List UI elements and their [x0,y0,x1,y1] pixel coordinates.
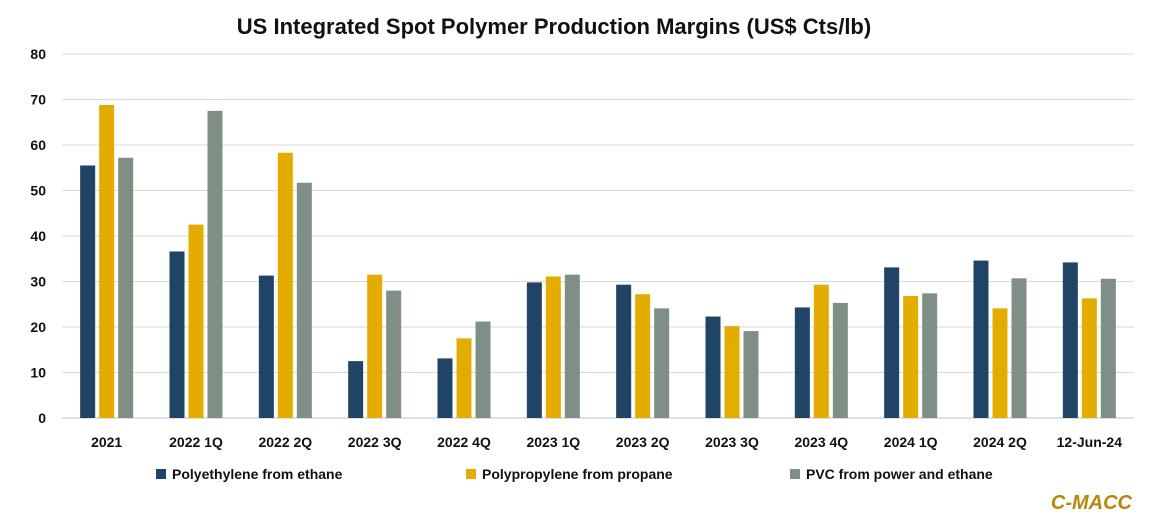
bar [1081,298,1097,418]
x-tick-label: 2021 [91,434,122,450]
bar [367,274,383,418]
bar [526,282,542,418]
bar [705,316,721,418]
y-tick-label: 20 [30,319,46,335]
bar [794,307,810,418]
bar [903,296,919,418]
bar [99,104,115,419]
y-tick-label: 60 [30,137,46,153]
legend-label-polypropylene: Polypropylene from propane [482,466,673,482]
x-tick-label: 2024 2Q [973,434,1027,450]
y-tick-label: 50 [30,183,46,199]
bar [635,294,651,418]
bar [922,293,938,418]
bar [545,276,561,418]
x-tick-label: 2024 1Q [884,434,938,450]
y-tick-label: 70 [30,92,46,108]
legend-swatch-pvc [790,469,800,479]
legend-label-pvc: PVC from power and ethane [806,466,993,482]
x-tick-label: 2023 4Q [794,434,848,450]
bar [207,110,223,418]
bar [884,267,900,418]
bar [475,321,491,418]
x-tick-label: 2022 4Q [437,434,491,450]
bar [258,275,274,418]
bar [188,224,204,418]
bar [386,290,402,418]
bar [832,302,848,418]
bar [724,326,740,418]
bar [813,284,829,418]
bar [277,152,293,419]
x-tick-label: 2022 3Q [348,434,402,450]
bar [169,251,185,418]
legend-item-pvc: PVC from power and ethane [790,466,993,482]
x-tick-label: 2023 2Q [616,434,670,450]
bar [456,338,472,418]
y-tick-label: 40 [30,228,46,244]
y-tick-label: 0 [38,410,46,426]
x-tick-label: 2023 1Q [526,434,580,450]
y-tick-label: 30 [30,274,46,290]
y-tick-label: 10 [30,365,46,381]
bar [80,165,96,418]
bar [973,260,989,418]
legend-label-polyethylene: Polyethylene from ethane [172,466,343,482]
bar [992,308,1008,418]
bar [118,157,134,419]
x-tick-label: 2022 1Q [169,434,223,450]
legend-item-polypropylene: Polypropylene from propane [466,466,673,482]
bar [1011,278,1027,418]
bar [348,361,364,418]
bar [1062,262,1078,418]
bar [616,284,632,418]
bar [564,274,580,418]
x-tick-label: 2023 3Q [705,434,759,450]
legend-item-polyethylene: Polyethylene from ethane [156,466,342,482]
legend-swatch-polyethylene [156,469,166,479]
x-tick-label: 2022 2Q [258,434,312,450]
chart-legend: Polyethylene from ethane Polypropylene f… [0,466,1162,486]
bar [654,308,670,418]
chart-title: US Integrated Spot Polymer Production Ma… [236,14,872,39]
x-tick-label: 12-Jun-24 [1057,434,1123,450]
source-mark: C-MACC [1050,492,1132,514]
bar [743,331,759,418]
legend-swatch-polypropylene [466,469,476,479]
bar [437,358,453,418]
y-tick-label: 80 [30,46,46,62]
bar [1100,278,1116,418]
bar [296,182,312,418]
